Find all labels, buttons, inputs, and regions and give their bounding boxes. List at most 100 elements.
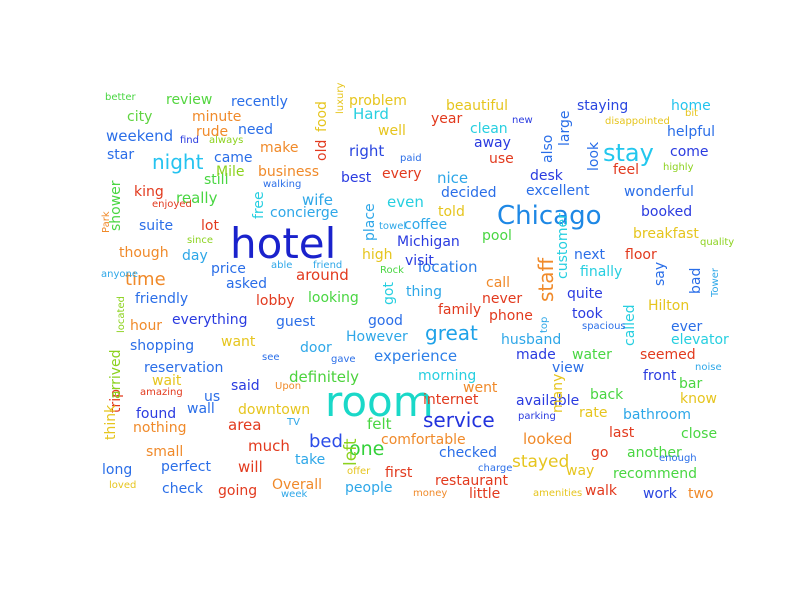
- cloud-word: recommend: [613, 466, 697, 482]
- cloud-word: amenities: [533, 488, 582, 499]
- cloud-word: lobby: [256, 293, 295, 309]
- cloud-word: star: [107, 147, 134, 163]
- cloud-word: bed: [309, 431, 343, 452]
- cloud-word: finally: [580, 264, 622, 280]
- cloud-word: great: [425, 321, 478, 345]
- cloud-word: friendly: [135, 291, 188, 307]
- cloud-word: rate: [579, 405, 607, 421]
- cloud-word: looked: [523, 430, 572, 448]
- cloud-word: many: [550, 374, 566, 413]
- cloud-word: view: [552, 360, 584, 376]
- cloud-word: wonderful: [624, 184, 694, 200]
- cloud-word: available: [516, 393, 579, 409]
- cloud-word: way: [566, 463, 594, 479]
- cloud-word: charge: [478, 463, 512, 474]
- cloud-word: food: [314, 101, 330, 132]
- cloud-word: checked: [439, 445, 497, 461]
- cloud-word: customer: [555, 213, 571, 279]
- cloud-word: desk: [530, 168, 564, 184]
- cloud-word: also: [540, 135, 556, 163]
- cloud-word: going: [218, 483, 257, 499]
- cloud-word: large: [557, 111, 573, 146]
- cloud-word: However: [346, 329, 408, 345]
- cloud-word: downtown: [238, 402, 310, 418]
- cloud-word: new: [512, 115, 533, 126]
- cloud-word: business: [258, 164, 319, 180]
- cloud-word: amazing: [140, 387, 183, 398]
- cloud-word: next: [574, 247, 606, 263]
- cloud-word: asked: [226, 276, 267, 292]
- cloud-word: never: [482, 291, 522, 307]
- cloud-word: back: [590, 387, 624, 403]
- cloud-word: paid: [400, 153, 422, 164]
- cloud-word: clean: [470, 121, 508, 137]
- cloud-word: free: [251, 191, 267, 219]
- cloud-word: spacious: [582, 321, 626, 332]
- cloud-word: everything: [172, 312, 248, 328]
- cloud-word: close: [681, 426, 717, 442]
- cloud-word: Upon: [275, 381, 301, 392]
- cloud-word: since: [187, 235, 213, 246]
- cloud-word: price: [211, 261, 246, 277]
- cloud-word: highly: [663, 162, 694, 173]
- cloud-word: old: [314, 140, 330, 161]
- cloud-word: helpful: [667, 124, 715, 140]
- cloud-word: service: [423, 408, 495, 432]
- cloud-word: thing: [406, 284, 442, 300]
- cloud-word: stayed: [512, 452, 569, 472]
- cloud-word: go: [591, 445, 608, 461]
- cloud-word: king: [134, 184, 164, 200]
- cloud-word: call: [486, 275, 510, 291]
- cloud-word: made: [516, 347, 556, 363]
- cloud-word: bathroom: [623, 407, 691, 423]
- cloud-word: Hilton: [648, 298, 689, 314]
- cloud-word: walking: [263, 179, 301, 190]
- cloud-word: better: [105, 92, 136, 103]
- cloud-word: top: [539, 317, 550, 333]
- cloud-word: good: [368, 313, 403, 329]
- cloud-word: high: [362, 247, 393, 263]
- cloud-word: suite: [139, 218, 173, 234]
- cloud-word: Rock: [380, 265, 404, 276]
- cloud-word: best: [341, 170, 372, 186]
- cloud-word: away: [474, 135, 511, 151]
- cloud-word: able: [271, 260, 292, 271]
- cloud-word: husband: [501, 332, 561, 348]
- cloud-word: walk: [585, 483, 618, 499]
- cloud-word: Tower: [710, 267, 721, 298]
- cloud-word: wall: [187, 401, 215, 417]
- cloud-word: door: [300, 340, 332, 356]
- cloud-word: city: [127, 109, 152, 125]
- cloud-word: check: [162, 481, 204, 497]
- cloud-word: minute: [192, 109, 241, 125]
- cloud-word: problem: [349, 93, 407, 109]
- cloud-word: find: [180, 135, 199, 146]
- cloud-word: seemed: [640, 347, 696, 363]
- cloud-word: took: [572, 306, 604, 322]
- cloud-word: floor: [625, 247, 657, 263]
- cloud-word: bad: [688, 268, 704, 294]
- cloud-word: lot: [201, 218, 219, 234]
- cloud-word: area: [228, 416, 261, 434]
- cloud-word: Chicago: [497, 201, 602, 231]
- cloud-word: said: [231, 378, 260, 394]
- cloud-word: think: [103, 404, 119, 440]
- cloud-word: little: [469, 486, 500, 502]
- cloud-word: phone: [489, 308, 533, 324]
- cloud-word: money: [413, 488, 447, 499]
- cloud-word: Mile: [216, 164, 244, 180]
- cloud-word: guest: [276, 314, 316, 330]
- cloud-word: though: [119, 245, 169, 261]
- cloud-word: disappointed: [605, 116, 670, 127]
- cloud-word: friend: [313, 260, 342, 271]
- cloud-word: looking: [308, 290, 359, 306]
- cloud-word: year: [431, 111, 462, 127]
- cloud-word: located: [116, 296, 127, 333]
- cloud-word: say: [652, 262, 668, 286]
- cloud-word: much: [248, 437, 290, 455]
- cloud-word: hour: [130, 318, 162, 334]
- cloud-word: excellent: [526, 183, 590, 199]
- cloud-word: take: [295, 452, 325, 468]
- cloud-word: small: [146, 444, 183, 460]
- cloud-word: gave: [331, 354, 356, 365]
